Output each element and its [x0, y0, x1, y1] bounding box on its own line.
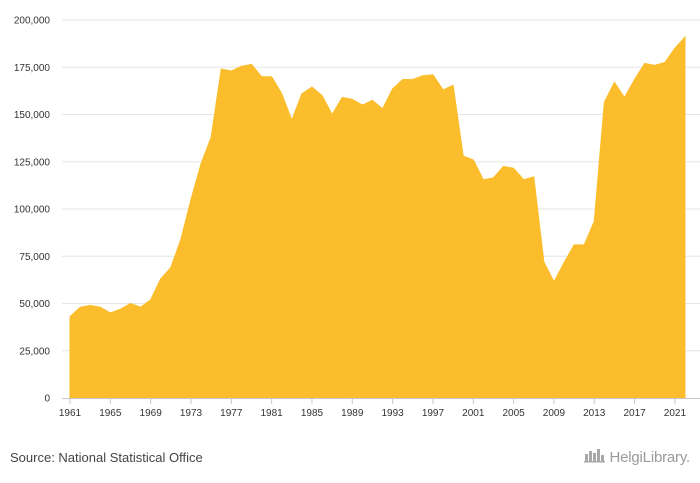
y-tick-label: 25,000 [19, 346, 50, 357]
x-tick-label: 2005 [502, 408, 525, 419]
source-note: Source: National Statistical Office [10, 450, 203, 465]
x-tick-label: 1989 [341, 408, 364, 419]
y-tick-label: 75,000 [19, 252, 50, 263]
y-tick-label: 175,000 [14, 63, 51, 74]
x-tick-label: 1981 [261, 408, 284, 419]
x-tick-label: 2009 [543, 408, 566, 419]
x-tick-label: 1993 [381, 408, 404, 419]
y-tick-label: 125,000 [14, 157, 51, 168]
helgilibrary-logo-icon [583, 447, 606, 468]
x-tick-label: 2001 [462, 408, 485, 419]
area-fill [69, 35, 686, 399]
x-tick-label: 2021 [664, 408, 687, 419]
y-axis-tick-labels: 0 25,000 50,000 75,000 100,000 125,000 150,000… [14, 16, 51, 405]
x-axis-tick-labels: 1961 1965 1969 1973 1977 1981 1985 1989 1993 1997… [59, 408, 687, 419]
y-tick-label: 200,000 [14, 16, 51, 27]
x-tick-label: 1973 [180, 408, 203, 419]
y-tick-label: 150,000 [14, 110, 51, 121]
x-tick-label: 1969 [140, 408, 163, 419]
x-tick-label: 1985 [301, 408, 324, 419]
helgilibrary-logo-text: HelgiLibrary. [609, 449, 691, 466]
x-tick-label: 1961 [59, 408, 82, 419]
x-tick-label: 1977 [220, 408, 243, 419]
x-tick-label: 2013 [583, 408, 606, 419]
area-chart: 0 25,000 50,000 75,000 100,000 125,000 150,000… [14, 16, 700, 419]
x-tick-label: 2017 [623, 408, 646, 419]
x-axis [62, 398, 700, 404]
y-tick-label: 0 [44, 394, 50, 405]
x-tick-label: 1965 [99, 408, 122, 419]
y-tick-label: 50,000 [19, 299, 50, 310]
helgilibrary-logo[interactable]: HelgiLibrary. [583, 447, 691, 468]
y-tick-label: 100,000 [14, 205, 51, 216]
x-tick-label: 1997 [422, 408, 445, 419]
area-series [69, 35, 686, 399]
